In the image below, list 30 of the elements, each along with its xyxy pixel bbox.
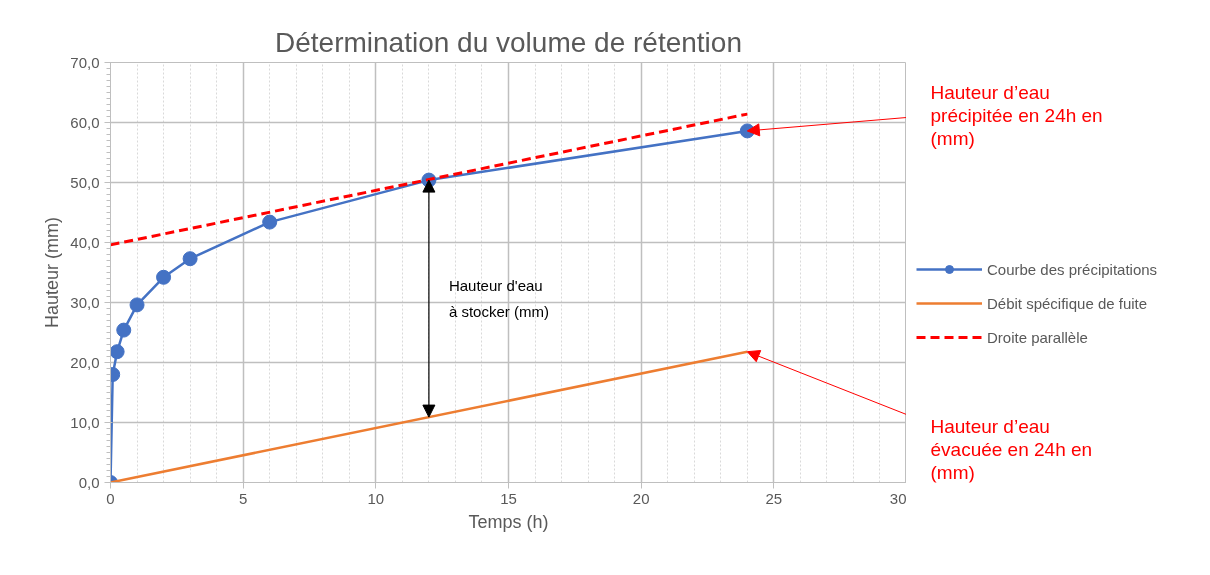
y-tick-label: 50,0: [70, 173, 100, 191]
point: [182, 251, 198, 267]
y-tick-label: 70,0: [70, 53, 100, 71]
legend-label: Courbe des précipitations: [987, 260, 1158, 278]
point: [110, 344, 125, 360]
x-tick-label: 20: [632, 489, 650, 507]
legend-label: Débit spécifique de fuite: [987, 294, 1148, 312]
point: [116, 322, 132, 338]
annotation: Hauteur d’eau précipitée en 24h en (mm): [930, 81, 1103, 149]
y-tick-label: 60,0: [70, 113, 100, 131]
legend-label: Droite parallèle: [987, 328, 1088, 346]
chart-title: Détermination du volume de rétention: [275, 26, 742, 58]
x-tick-label: 5: [239, 489, 248, 507]
y-tick-label: 0,0: [78, 473, 100, 491]
x-tick-label: 25: [765, 489, 783, 507]
point: [129, 297, 145, 313]
x-tick-label: 30: [889, 489, 907, 507]
x-axis-title: Temps (h): [468, 511, 549, 532]
x-tick-label: 0: [106, 489, 115, 507]
x-tick-label: 10: [367, 489, 385, 507]
y-axis-title: Hauteur (mm): [42, 216, 63, 329]
annotation: Hauteur d’eau évacuée en 24h en (mm): [930, 415, 1093, 483]
y-tick-label: 30,0: [70, 293, 100, 311]
y-tick-label: 20,0: [70, 353, 100, 371]
annotation: Hauteur d'eau à stocker (mm): [448, 277, 549, 320]
point: [156, 269, 172, 285]
y-tick-label: 40,0: [70, 233, 100, 251]
y-tick-label: 10,0: [70, 413, 100, 431]
point: [262, 214, 278, 230]
x-tick-label: 15: [500, 489, 517, 507]
